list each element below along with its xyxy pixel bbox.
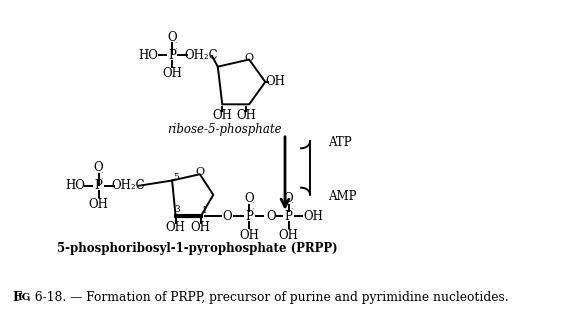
Text: HO: HO	[65, 179, 85, 192]
Text: OH₂C: OH₂C	[111, 179, 145, 192]
Text: P: P	[168, 49, 176, 62]
Text: P: P	[285, 210, 293, 223]
Text: O: O	[284, 192, 293, 205]
Text: OH₂C: OH₂C	[185, 49, 218, 62]
Text: OH: OH	[265, 75, 285, 88]
Text: OH: OH	[166, 221, 185, 234]
Text: 1: 1	[202, 206, 208, 215]
Text: O: O	[244, 192, 254, 205]
Text: O: O	[267, 210, 276, 223]
Text: ⁚: ⁚	[174, 42, 176, 51]
Text: OH: OH	[304, 210, 324, 223]
Text: OH: OH	[89, 198, 108, 211]
Text: O: O	[245, 53, 253, 63]
Text: . 6-18. — Formation of PRPP, precursor of purine and pyrimidine nucleotides.: . 6-18. — Formation of PRPP, precursor o…	[27, 291, 509, 305]
Text: 3: 3	[175, 205, 180, 214]
Text: O: O	[94, 161, 104, 175]
Text: AMP: AMP	[328, 190, 357, 203]
Text: OH: OH	[279, 229, 298, 242]
Text: HO: HO	[139, 49, 159, 62]
Text: O: O	[223, 210, 233, 223]
Text: OH: OH	[162, 67, 182, 80]
Text: ⁚: ⁚	[251, 202, 253, 211]
Text: 5-phosphoribosyl-1-pyrophosphate (PRPP): 5-phosphoribosyl-1-pyrophosphate (PRPP)	[57, 242, 338, 255]
Text: ATP: ATP	[328, 136, 352, 149]
Text: OH: OH	[191, 221, 211, 234]
Text: OH: OH	[239, 229, 259, 242]
Text: ⁚: ⁚	[290, 202, 293, 211]
Text: OH: OH	[237, 110, 256, 123]
Text: ⁚: ⁚	[100, 173, 103, 182]
Text: F: F	[13, 291, 21, 305]
Text: O: O	[195, 168, 204, 178]
Text: OH: OH	[213, 110, 232, 123]
Text: 5: 5	[173, 173, 180, 182]
Text: IG: IG	[18, 293, 31, 303]
Text: ribose-5-phosphate: ribose-5-phosphate	[166, 123, 281, 136]
Text: P: P	[94, 179, 103, 192]
Text: O: O	[167, 30, 177, 44]
Text: P: P	[245, 210, 253, 223]
